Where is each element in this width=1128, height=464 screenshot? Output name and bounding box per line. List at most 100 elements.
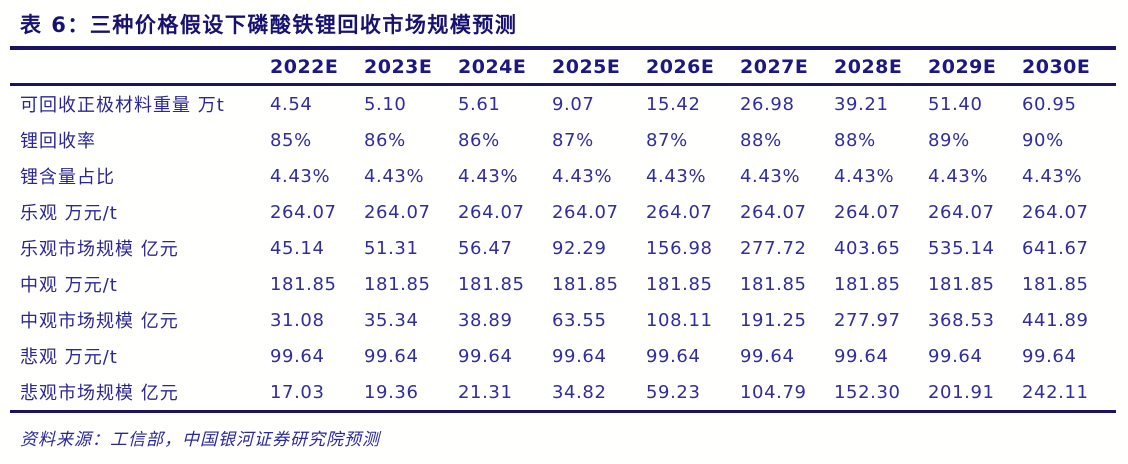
table-body: 可回收正极材料重量 万t 4.54 5.10 5.61 9.07 15.42 26.98 39… — [10, 85, 1116, 412]
cell-value: 34.82 — [552, 381, 607, 403]
cell-value: 99.64 — [270, 345, 325, 367]
cell-value: 86% — [458, 129, 500, 151]
table-title: 表 6：三种价格假设下磷酸铁锂回收市场规模预测 — [20, 13, 518, 37]
table-row: 可回收正极材料重量 万t 4.54 5.10 5.61 9.07 15.42 26.98 39… — [10, 85, 1116, 123]
cell-value: 26.98 — [740, 93, 795, 115]
row-label: 中观市场规模 亿元 — [20, 311, 179, 332]
row-label: 乐观市场规模 亿元 — [20, 239, 179, 260]
cell-value: 181.85 — [834, 273, 901, 295]
table-row: 中观市场规模 亿元 31.08 35.34 38.89 63.55 108.11 191.2… — [10, 302, 1116, 338]
row-label: 中观 万元/t — [20, 275, 118, 296]
cell-value: 181.85 — [646, 273, 713, 295]
cell-value: 277.72 — [740, 237, 807, 259]
cell-value: 441.89 — [1022, 309, 1089, 331]
column-header-2024e: 2024E — [458, 55, 527, 78]
cell-value: 104.79 — [740, 381, 807, 403]
header-row: 2022E 2023E 2024E 2025E 2026E 2027E 2028E 2029E… — [10, 50, 1116, 85]
cell-value: 242.11 — [1022, 381, 1089, 403]
cell-value: 99.64 — [458, 345, 513, 367]
cell-value: 38.89 — [458, 309, 513, 331]
corner-cell — [10, 50, 270, 85]
cell-value: 39.21 — [834, 93, 889, 115]
cell-value: 277.97 — [834, 309, 901, 331]
cell-value: 4.43% — [1022, 165, 1083, 187]
cell-value: 191.25 — [740, 309, 807, 331]
row-label: 悲观市场规模 亿元 — [20, 383, 179, 404]
table-row: 锂回收率 85% 86% 86% 87% 87% 88% 88% 89% 90% — [10, 122, 1116, 158]
cell-value: 99.64 — [646, 345, 701, 367]
column-header-2027e: 2027E — [740, 55, 809, 78]
cell-value: 181.85 — [364, 273, 431, 295]
cell-value: 4.43% — [740, 165, 801, 187]
cell-value: 4.54 — [270, 93, 313, 115]
row-label: 可回收正极材料重量 万t — [20, 95, 225, 116]
cell-value: 88% — [834, 129, 876, 151]
cell-value: 19.36 — [364, 381, 419, 403]
cell-value: 88% — [740, 129, 782, 151]
title-rule — [10, 46, 1116, 50]
cell-value: 4.43% — [270, 165, 331, 187]
cell-value: 9.07 — [552, 93, 595, 115]
cell-value: 181.85 — [928, 273, 995, 295]
cell-value: 90% — [1022, 129, 1064, 151]
cell-value: 99.64 — [1022, 345, 1077, 367]
table-row: 悲观 万元/t 99.64 99.64 99.64 99.64 99.64 99.64 99.… — [10, 338, 1116, 374]
cell-value: 152.30 — [834, 381, 901, 403]
cell-value: 181.85 — [552, 273, 619, 295]
cell-value: 21.31 — [458, 381, 513, 403]
cell-value: 4.43% — [646, 165, 707, 187]
table-row: 乐观市场规模 亿元 45.14 51.31 56.47 92.29 156.98 277.7… — [10, 230, 1116, 266]
cell-value: 60.95 — [1022, 93, 1077, 115]
cell-value: 535.14 — [928, 237, 995, 259]
forecast-table: 2022E 2023E 2024E 2025E 2026E 2027E 2028E 2029E… — [10, 50, 1116, 413]
table-row: 乐观 万元/t 264.07 264.07 264.07 264.07 264.07 264… — [10, 194, 1116, 230]
cell-value: 264.07 — [364, 201, 431, 223]
cell-value: 5.61 — [458, 93, 501, 115]
cell-value: 641.67 — [1022, 237, 1089, 259]
cell-value: 264.07 — [458, 201, 525, 223]
column-header-2023e: 2023E — [364, 55, 433, 78]
cell-value: 15.42 — [646, 93, 701, 115]
cell-value: 99.64 — [552, 345, 607, 367]
cell-value: 5.10 — [364, 93, 407, 115]
cell-value: 45.14 — [270, 237, 325, 259]
cell-value: 156.98 — [646, 237, 713, 259]
cell-value: 17.03 — [270, 381, 325, 403]
cell-value: 181.85 — [270, 273, 337, 295]
cell-value: 86% — [364, 129, 406, 151]
row-label: 锂含量占比 — [20, 167, 115, 188]
cell-value: 35.34 — [364, 309, 419, 331]
table-row: 锂含量占比 4.43% 4.43% 4.43% 4.43% 4.43% 4.43% 4.43%… — [10, 158, 1116, 194]
cell-value: 181.85 — [458, 273, 525, 295]
cell-value: 85% — [270, 129, 312, 151]
cell-value: 4.43% — [552, 165, 613, 187]
cell-value: 4.43% — [834, 165, 895, 187]
cell-value: 51.31 — [364, 237, 419, 259]
column-header-2030e: 2030E — [1022, 55, 1091, 78]
cell-value: 99.64 — [928, 345, 983, 367]
table-row: 悲观市场规模 亿元 17.03 19.36 21.31 34.82 59.23 104.79… — [10, 374, 1116, 412]
cell-value: 264.07 — [834, 201, 901, 223]
cell-value: 4.43% — [458, 165, 519, 187]
cell-value: 368.53 — [928, 309, 995, 331]
cell-value: 264.07 — [928, 201, 995, 223]
cell-value: 264.07 — [552, 201, 619, 223]
cell-value: 264.07 — [1022, 201, 1089, 223]
cell-value: 51.40 — [928, 93, 983, 115]
column-header-2029e: 2029E — [928, 55, 997, 78]
table-header: 2022E 2023E 2024E 2025E 2026E 2027E 2028E 2029E… — [10, 50, 1116, 85]
cell-value: 264.07 — [740, 201, 807, 223]
cell-value: 59.23 — [646, 381, 701, 403]
source-note: 资料来源：工信部，中国银河证券研究院预测 — [20, 430, 380, 450]
cell-value: 181.85 — [740, 273, 807, 295]
cell-value: 63.55 — [552, 309, 607, 331]
cell-value: 89% — [928, 129, 970, 151]
cell-value: 264.07 — [646, 201, 713, 223]
column-header-2026e: 2026E — [646, 55, 715, 78]
column-header-2028e: 2028E — [834, 55, 903, 78]
row-label: 锂回收率 — [20, 131, 96, 152]
cell-value: 92.29 — [552, 237, 607, 259]
cell-value: 264.07 — [270, 201, 337, 223]
cell-value: 31.08 — [270, 309, 325, 331]
